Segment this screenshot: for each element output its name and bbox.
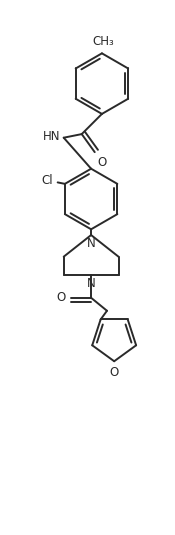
Text: HN: HN [43,130,60,143]
Text: O: O [110,366,119,379]
Text: Cl: Cl [42,174,53,187]
Text: N: N [87,237,96,250]
Text: O: O [98,156,107,170]
Text: O: O [56,291,65,304]
Text: CH₃: CH₃ [93,35,114,48]
Text: N: N [87,277,96,290]
